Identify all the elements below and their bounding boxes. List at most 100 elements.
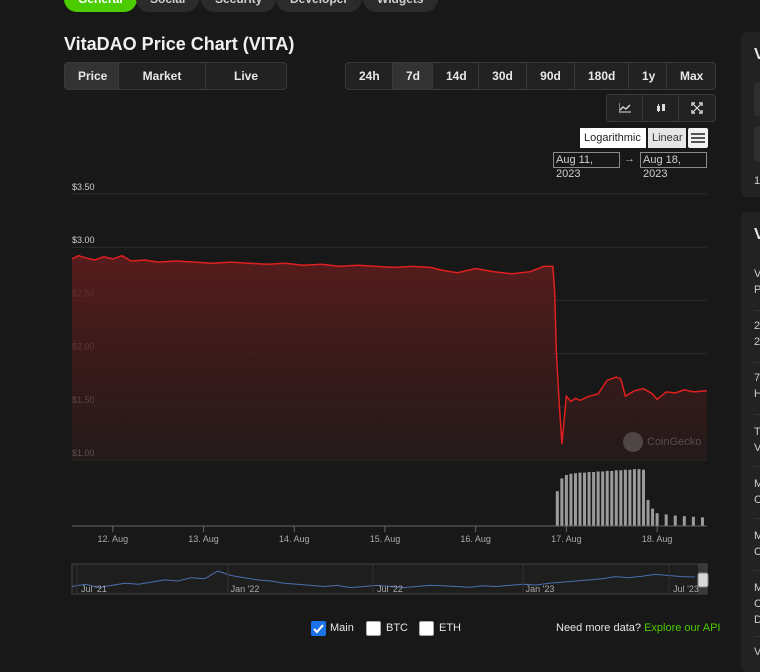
- volume-bar: [619, 470, 623, 526]
- line-chart-icon[interactable]: [607, 95, 643, 121]
- right-panel-text-1: 1: [754, 175, 760, 187]
- linear-button[interactable]: Linear: [648, 128, 686, 148]
- right-panel-divider: [754, 362, 760, 363]
- volume-bar: [651, 508, 655, 526]
- range-24h[interactable]: 24h: [346, 63, 393, 89]
- navigator-handle[interactable]: [697, 572, 709, 588]
- volume-bar: [700, 517, 704, 526]
- x-tick-label: 13. Aug: [188, 534, 219, 544]
- navigator-tick-label: Jul '23: [673, 584, 699, 594]
- main-label: Main: [330, 622, 354, 634]
- navigator-tick-label: Jan '22: [231, 584, 260, 594]
- volume-bar: [596, 471, 600, 526]
- view-tabs: Price Market Cap Live Chart: [64, 62, 287, 90]
- volume-bar: [646, 499, 650, 526]
- tab-widgets[interactable]: Widgets: [363, 0, 438, 12]
- date-to[interactable]: Aug 18, 2023: [640, 152, 707, 180]
- right-panel-card-2: [741, 212, 760, 672]
- navigator-tick-label: Jan '23: [526, 584, 555, 594]
- volume-bar: [637, 469, 641, 526]
- volume-bar: [691, 516, 695, 526]
- page-title: VitaDAO Price Chart (VITA): [64, 34, 295, 54]
- right-panel-row-text: M: [754, 582, 760, 594]
- volume-bar: [642, 469, 645, 526]
- explore-api-link[interactable]: Explore our API: [644, 622, 721, 634]
- logarithmic-button[interactable]: Logarithmic: [580, 128, 646, 148]
- price-area: [72, 255, 707, 460]
- tab-security[interactable]: Security: [201, 0, 277, 12]
- x-tick-label: 15. Aug: [370, 534, 401, 544]
- volume-bar: [623, 469, 627, 526]
- tab-live-chart[interactable]: Live Chart: [233, 69, 258, 83]
- x-tick-label: 16. Aug: [460, 534, 491, 544]
- right-panel-row-text: 7: [754, 372, 760, 384]
- tab-general[interactable]: General: [64, 0, 137, 12]
- volume-bar: [601, 471, 605, 526]
- price-chart: $1.00$1.50$2.00$2.50$3.00$3.50 12. Aug13…: [71, 182, 709, 595]
- fullscreen-icon[interactable]: [679, 95, 715, 121]
- volume-bar: [632, 469, 636, 526]
- right-panel-heading-2: V: [754, 226, 760, 243]
- api-prompt-text: Need more data?: [556, 622, 641, 634]
- range-30d[interactable]: 30d: [479, 63, 527, 89]
- volume-bar: [555, 491, 559, 526]
- hamburger-menu-icon[interactable]: [688, 128, 708, 148]
- right-panel-row-text: 2: [754, 320, 760, 332]
- right-panel-heading-1: V: [754, 46, 760, 63]
- volume-bar: [605, 470, 609, 526]
- navigator-tick-label: Jul '22: [377, 584, 403, 594]
- right-panel-row-text: H: [754, 388, 760, 400]
- volume-bar: [560, 478, 564, 526]
- right-panel-divider: [754, 414, 760, 415]
- volume-bar: [673, 515, 677, 526]
- range-tabs: 24h 7d 14d 30d 90d 180d 1y Max: [345, 62, 716, 90]
- volume-bar: [573, 473, 577, 526]
- tab-developer[interactable]: Developer: [276, 0, 363, 12]
- tab-price[interactable]: Price: [65, 63, 119, 89]
- right-panel-row-text: T: [754, 426, 760, 438]
- right-panel-divider: [754, 310, 760, 311]
- right-panel-row-text: V: [754, 646, 760, 658]
- eth-checkbox[interactable]: [419, 621, 434, 636]
- main-checkbox[interactable]: [311, 621, 326, 636]
- tab-social[interactable]: Social: [136, 0, 200, 12]
- volume-bar: [569, 473, 573, 526]
- right-panel-input-1[interactable]: [754, 82, 760, 116]
- range-1y[interactable]: 1y: [629, 63, 667, 89]
- right-panel-divider: [754, 518, 760, 519]
- range-90d[interactable]: 90d: [527, 63, 575, 89]
- right-panel-row-text: V: [754, 442, 760, 454]
- range-14d[interactable]: 14d: [433, 63, 479, 89]
- btc-label: BTC: [386, 622, 408, 634]
- volume-bar: [628, 469, 632, 526]
- watermark-text: CoinGecko: [647, 436, 702, 448]
- btc-checkbox[interactable]: [366, 621, 381, 636]
- range-max[interactable]: Max: [680, 69, 704, 83]
- price-line: [71, 254, 708, 445]
- volume-bar: [610, 470, 614, 526]
- range-7d[interactable]: 7d: [393, 63, 433, 89]
- right-panel-divider: [754, 466, 760, 467]
- volume-bar: [578, 472, 582, 526]
- volume-bar: [587, 472, 591, 526]
- x-tick-label: 18. Aug: [642, 534, 673, 544]
- tab-market-cap[interactable]: Market Cap: [119, 63, 206, 89]
- volume-bar: [592, 472, 596, 526]
- date-from[interactable]: Aug 11, 2023: [553, 152, 620, 180]
- volume-bar: [564, 474, 568, 526]
- volume-bar: [583, 472, 587, 526]
- range-180d[interactable]: 180d: [575, 63, 629, 89]
- right-panel-row-text: D: [754, 614, 760, 626]
- y-tick-label: $3.50: [72, 182, 95, 192]
- coingecko-logo-icon: [623, 432, 643, 452]
- right-panel-row-text: M: [754, 530, 760, 542]
- navigator-line: [71, 570, 696, 589]
- candlestick-icon[interactable]: [643, 95, 679, 121]
- x-tick-label: 14. Aug: [279, 534, 310, 544]
- navigator-tick-label: Jul '21: [81, 584, 107, 594]
- right-panel-input-2[interactable]: [754, 126, 760, 162]
- volume-bar: [655, 513, 659, 526]
- eth-label: ETH: [439, 622, 461, 634]
- date-arrow: →: [624, 153, 635, 165]
- chart-type-toggle: [606, 94, 716, 122]
